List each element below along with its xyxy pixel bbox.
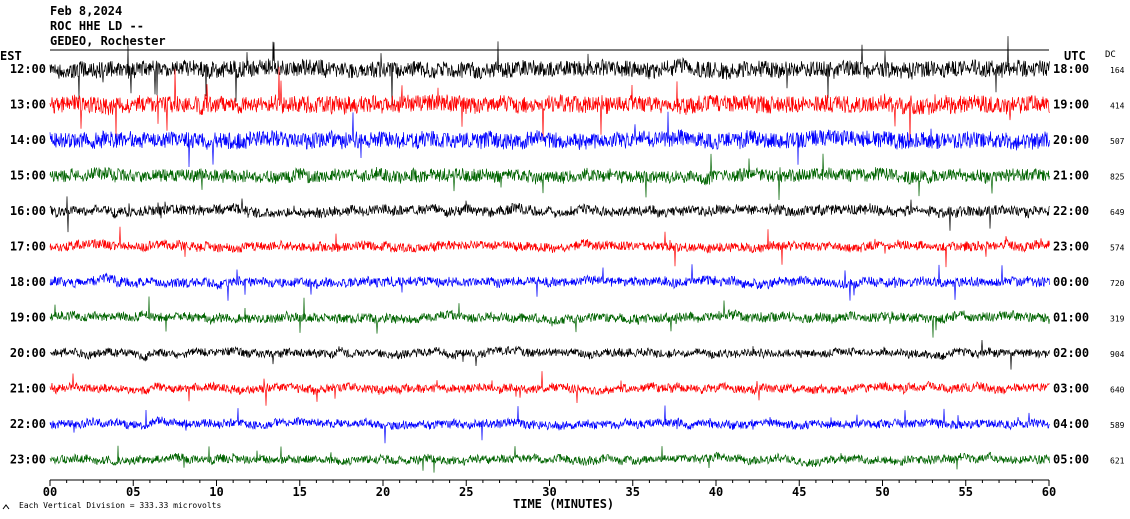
trace-1900 — [49, 296, 1050, 338]
utc-axis-title: UTC — [1064, 49, 1086, 63]
trace-1500 — [49, 153, 1050, 201]
est-hour-label: 15:00 — [10, 169, 46, 183]
header-station: ROC HHE LD -- — [50, 19, 144, 33]
utc-hour-label: 02:00 — [1053, 346, 1089, 360]
dc-value-label: 649 — [1110, 208, 1125, 217]
trace-1200 — [49, 36, 1050, 106]
utc-hour-label: 03:00 — [1053, 382, 1089, 396]
x-axis-ticks: 00 05 10 15 20 25 30 35 40 45 50 55 60 — [43, 480, 1056, 499]
x-tick-label: 35 — [626, 485, 640, 499]
x-tick-label: 50 — [875, 485, 889, 499]
utc-hour-label: 04:00 — [1053, 417, 1089, 431]
x-tick-label: 40 — [709, 485, 723, 499]
trace-1300 — [49, 66, 1050, 147]
est-hour-label: 14:00 — [10, 133, 46, 147]
trace-layer — [49, 36, 1050, 473]
footer-mark-icon — [2, 504, 10, 510]
x-tick-label: 20 — [376, 485, 390, 499]
x-tick-label: 10 — [209, 485, 223, 499]
trace-2300 — [49, 445, 1050, 473]
dc-value-label: 507 — [1110, 137, 1125, 146]
utc-hour-label: 21:00 — [1053, 169, 1089, 183]
x-tick-label: 60 — [1042, 485, 1056, 499]
utc-hour-label: 18:00 — [1053, 62, 1089, 76]
trace-2200 — [49, 405, 1050, 444]
dc-value-label: 825 — [1110, 173, 1125, 182]
trace-1700 — [49, 226, 1050, 268]
est-hour-label: 12:00 — [10, 62, 46, 76]
x-tick-label: 00 — [43, 485, 57, 499]
trace-1800 — [49, 264, 1050, 301]
x-tick-label: 55 — [959, 485, 973, 499]
dc-value-label: 904 — [1110, 350, 1125, 359]
utc-hour-label: 23:00 — [1053, 240, 1089, 254]
dc-value-label: 640 — [1110, 386, 1125, 395]
est-hour-label: 13:00 — [10, 98, 46, 112]
trace-2100 — [49, 371, 1050, 406]
dc-value-label: 720 — [1110, 279, 1125, 288]
est-hour-label: 21:00 — [10, 382, 46, 396]
footer-scale-note: Each Vertical Division = 333.33 microvol… — [19, 501, 221, 510]
est-hour-label: 23:00 — [10, 453, 46, 467]
x-tick-label: 15 — [293, 485, 307, 499]
trace-1600 — [49, 196, 1050, 233]
dc-value-label: 164 — [1110, 66, 1125, 75]
x-tick-label: 05 — [126, 485, 140, 499]
utc-hour-label: 00:00 — [1053, 275, 1089, 289]
trace-2000 — [49, 339, 1050, 370]
x-tick-label: 45 — [792, 485, 806, 499]
dc-column-title: DC — [1105, 50, 1116, 60]
utc-hour-label: 05:00 — [1053, 453, 1089, 467]
utc-hour-label: 19:00 — [1053, 98, 1089, 112]
x-tick-label: 25 — [459, 485, 473, 499]
dc-value-label: 589 — [1110, 421, 1125, 430]
est-hour-label: 16:00 — [10, 204, 46, 218]
trace-1400 — [49, 111, 1050, 168]
utc-hour-label: 22:00 — [1053, 204, 1089, 218]
est-axis-title: EST — [0, 49, 22, 63]
y-axis-labels: 12:00 18:00 164 13:00 19:00 414 14:00 20:00 507 1… — [10, 62, 1125, 467]
dc-value-label: 621 — [1110, 457, 1125, 466]
est-hour-label: 22:00 — [10, 417, 46, 431]
dc-value-label: 319 — [1110, 315, 1125, 324]
dc-value-label: 414 — [1110, 102, 1125, 111]
utc-hour-label: 01:00 — [1053, 311, 1089, 325]
header-location: GEDEO, Rochester — [50, 34, 166, 48]
x-tick-label: 30 — [542, 485, 556, 499]
est-hour-label: 19:00 — [10, 311, 46, 325]
header-date: Feb 8,2024 — [50, 4, 123, 18]
dc-value-label: 574 — [1110, 244, 1125, 253]
est-hour-label: 18:00 — [10, 275, 46, 289]
est-hour-label: 20:00 — [10, 346, 46, 360]
x-axis-title: TIME (MINUTES) — [513, 497, 614, 511]
utc-hour-label: 20:00 — [1053, 133, 1089, 147]
est-hour-label: 17:00 — [10, 240, 46, 254]
